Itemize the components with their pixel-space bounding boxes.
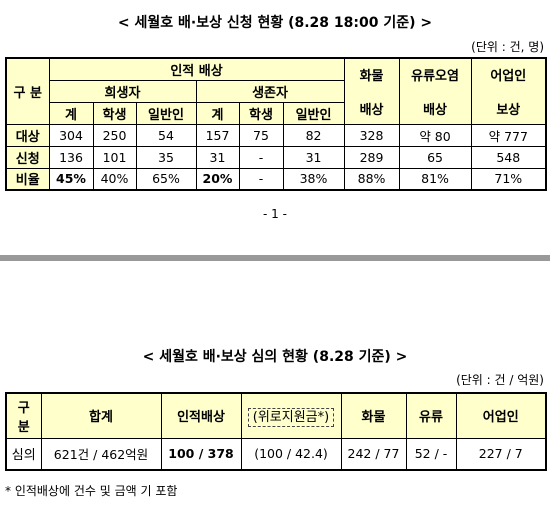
cell: 75 [238,123,284,147]
unit: (단위 : 건 / 억원) [456,373,544,387]
unit: (단위 : 건, 명) [471,40,544,54]
cell: - [238,145,284,169]
cell: 328 [343,123,400,147]
row: 비율 45% 40% 65% 20% -38% 88% 81% 71% [5,167,547,191]
header-cell: 계 [48,101,94,125]
cell: 101 [92,145,137,169]
cell: 88% [343,167,400,191]
table: 구 분 인적 배상 화물 배상 유류오염 배상 어업인 보상 희생자 생존자 계 학생 일… [5,57,548,191]
cell: 242 / 77 [340,437,407,471]
page-number: - 1 - [263,207,287,221]
cell: 40% [92,167,137,191]
cell: 82 [282,123,345,147]
cell: 304 [48,123,94,147]
cell: 38% [282,167,345,191]
table: 구 분 합계 인적배상 (위로지원금*) 화물 유류 어업인 심의 621건 / 462억원 1… [5,392,547,471]
header-cell: 계 [195,101,240,125]
header-cell: 합계 [40,392,162,439]
cell: 20% [195,167,240,191]
title: < 세월호 배·보상 심의 현황 (8.28 기준) > [142,349,408,365]
cell: 81% [398,167,472,191]
text: 보상 [496,102,521,118]
text: 배상 [359,102,384,118]
header-cell: 학생 [238,101,284,125]
cell: 136 [48,145,94,169]
header-cell: 인적 배상 [48,57,345,81]
cell: 45% [48,167,94,191]
cell: 621건 / 462억원 [40,437,162,471]
cell: 65 [398,145,472,169]
cell: 289 [343,145,400,169]
header-cell: 심의 [5,437,42,471]
cell: 31 [195,145,240,169]
footnote: * 인적배상에 건수 및 금액 기 포함 [5,484,178,498]
header-cell: 유류 [405,392,457,439]
header-cell: 구 분 [5,392,42,439]
box: (위로지원금*) [247,408,335,428]
text: 화물 [359,68,384,84]
cell: 65% [135,167,197,191]
cell: 52 / - [405,437,457,471]
cell: (100 / 42.4) [240,437,342,471]
header-cell: 일반인 [282,101,345,125]
header-cell: 구 분 [5,57,50,125]
cell: 548 [470,145,547,169]
cell: 31 [282,145,345,169]
header-cell: 신청 [5,145,50,169]
header-cell: 생존자 [195,79,345,103]
cell: 35 [135,145,197,169]
header-cell: 어업인 [455,392,547,439]
separator [0,255,550,261]
cell: 약 777 [470,123,547,147]
header-cell: 희생자 [48,79,197,103]
cell: 54 [135,123,197,147]
cell: 157 [195,123,240,147]
row: 대상 304 250 54 157 75 82 328 약 80 약 777 [5,123,547,147]
header-cell: 화물 [340,392,407,439]
cell: 71% [470,167,547,191]
header-cell: 일반인 [135,101,197,125]
title: < 세월호 배·보상 신청 현황 (8.28 18:00 기준) > [117,15,433,31]
header-cell: (위로지원금*) [240,392,342,439]
text: 유류오염 [411,68,459,84]
header-cell: 대상 [5,123,50,147]
header-cell: 비율 [5,167,50,191]
cell: 250 [92,123,137,147]
text: 어업인 [490,68,527,84]
cell: - [238,167,284,191]
header-cell: 학생 [92,101,137,125]
cell: 227 / 7 [455,437,547,471]
header-cell: 인적배상 [160,392,242,439]
row: 신청 136 101 35 31-31 289 65 548 [5,145,547,169]
text: 배상 [423,102,447,118]
cell: 약 80 [398,123,472,147]
cell: 100 / 378 [160,437,242,471]
